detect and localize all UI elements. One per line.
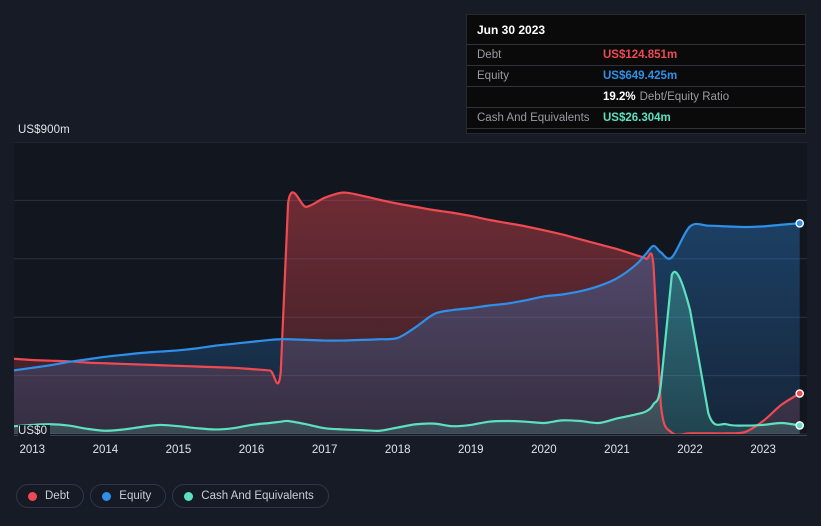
tooltip-cash-value: US$26.304m [603,112,671,124]
legend-dot-icon [102,491,112,501]
tooltip-date: Jun 30 2023 [477,23,546,37]
x-axis-line [14,435,807,436]
tooltip-bottom-divider [467,128,805,133]
x-axis-ticks: 2013 2014 2015 2016 2017 2018 2019 2020 2021 2022… [14,444,807,464]
legend-label: Equity [119,490,152,502]
tooltip-debt-key: Debt [477,49,502,61]
legend-item-debt[interactable]: Debt [16,484,85,508]
x-axis-tick-2013: 2013 [19,444,46,456]
x-axis-tick-2017: 2017 [311,444,338,456]
tooltip-equity-key: Equity [477,70,509,82]
tooltip-row-equity: Equity US$649.425m [467,65,805,86]
endpoint-marker-equity [795,218,804,228]
x-axis-tick-2016: 2016 [238,444,265,456]
chart-canvas [14,142,807,434]
tooltip-row-debt: Debt US$124.851m [467,44,805,65]
tooltip-ratio-value: 19.2% [603,91,636,103]
tooltip-ratio-label: Debt/Equity Ratio [639,91,730,103]
tooltip-cash-key: Cash And Equivalents [477,112,590,124]
y-axis-zero-label: US$0 [18,425,51,437]
chart-legend: Debt Equity Cash And Equivalents [16,484,329,508]
legend-item-equity[interactable]: Equity [90,484,167,508]
x-axis-tick-2021: 2021 [604,444,630,456]
x-axis-tick-2023: 2023 [750,444,776,456]
tooltip-row-cash: Cash And Equivalents US$26.304m [467,107,805,128]
legend-dot-icon [28,491,37,501]
tooltip-equity-value: US$649.425m [603,70,678,82]
line-debt[interactable] [14,191,801,434]
y-axis-max-label: US$900m [18,124,70,136]
legend-item-cash-and-equivalents[interactable]: Cash And Equivalents [172,484,329,508]
line-cash-and-equivalents[interactable] [14,271,801,432]
x-axis-tick-2020: 2020 [531,444,557,456]
x-axis-tick-2019: 2019 [458,444,484,456]
area-equity [14,223,800,434]
x-axis-tick-2022: 2022 [677,444,703,456]
x-axis-tick-2018: 2018 [384,444,411,456]
legend-label: Cash And Equivalents [201,490,314,502]
legend-dot-icon [184,491,194,501]
tooltip-row-ratio: 19.2% Debt/Equity Ratio [467,86,805,107]
chart-tooltip: Jun 30 2023 Debt US$124.851m Equity US$6… [466,14,806,134]
x-axis-tick-2014: 2014 [92,444,119,456]
endpoint-marker-cash-and-equivalents [795,421,804,430]
line-equity[interactable] [14,222,801,372]
legend-label: Debt [45,490,70,502]
x-axis-tick-2015: 2015 [165,444,192,456]
endpoint-marker-debt [795,389,804,398]
chart-plot-area[interactable] [14,142,807,434]
tooltip-debt-value: US$124.851m [603,49,678,61]
